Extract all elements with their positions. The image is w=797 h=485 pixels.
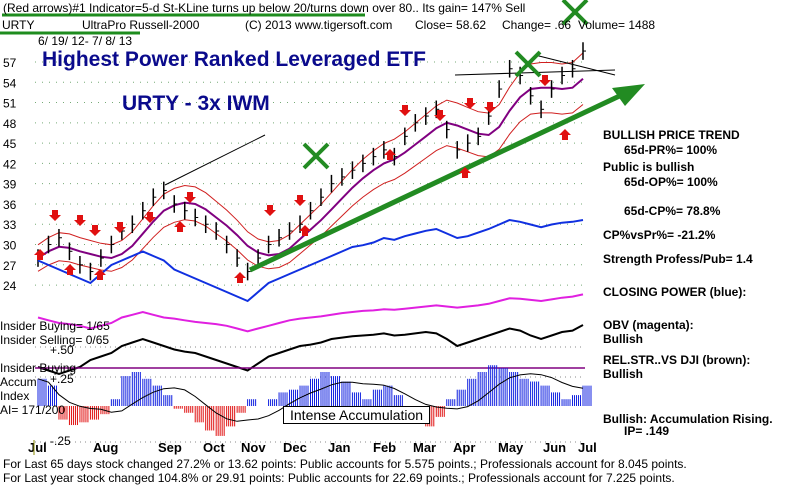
lower-band xyxy=(37,104,584,272)
red-down-arrow-icon xyxy=(74,215,86,226)
obv-status: Bullish xyxy=(603,332,644,346)
green-x-icon xyxy=(514,50,542,78)
resistance-line xyxy=(534,54,616,76)
closing-power-line xyxy=(37,218,584,303)
chart-subtitle: URTY - 3x IWM xyxy=(122,92,270,115)
intense-accumulation-label: Intense Accumulation xyxy=(283,406,431,424)
red-up-arrow-icon xyxy=(384,149,396,160)
axis-minus25: -.25 xyxy=(50,434,71,448)
volume-value: Volume= 1488 xyxy=(578,18,656,32)
axis-plus25: +.25 xyxy=(50,372,74,386)
red-up-arrow-icon xyxy=(174,221,186,232)
pr-pct: 65d-PR%= 100% xyxy=(624,143,718,157)
security-name: UltraPro Russell-2000 xyxy=(82,18,200,32)
relstr-label: REL.STR..VS DJI (brown): xyxy=(603,353,751,367)
x-tick-label: Aug xyxy=(93,440,118,455)
insider-buying-2: Insider Buying xyxy=(0,361,77,375)
red-up-arrow-icon xyxy=(64,264,76,275)
x-tick-label: Sep xyxy=(158,440,182,455)
footer-65day: For Last 65 days stock changed 27.2% or … xyxy=(3,457,687,471)
accum-status: Bullish: Accumulation Rising. xyxy=(603,412,773,426)
strength-ratio: Strength Profess/Pub= 1.4 xyxy=(603,252,753,266)
x-tick-label: Jun xyxy=(543,440,566,455)
date-range: 6/ 19/ 12- 7/ 8/ 13 xyxy=(38,34,133,48)
closing-power-label: CLOSING POWER (blue): xyxy=(603,285,747,299)
green-x-icon xyxy=(561,0,589,26)
change-value: Change= .66 xyxy=(502,18,572,32)
y-tick-label: 54 xyxy=(3,76,17,90)
cp-vs-pr: CP%vsPr%= -21.2% xyxy=(603,228,716,242)
red-down-arrow-icon xyxy=(49,210,61,221)
y-tick-label: 57 xyxy=(3,56,17,70)
y-tick-label: 27 xyxy=(3,259,17,273)
green-x-icon xyxy=(302,142,330,170)
red-down-arrow-icon xyxy=(434,110,446,121)
copyright: (C) 2013 www.tigersoft.com xyxy=(245,18,393,32)
arrowhead-icon xyxy=(612,84,645,106)
y-tick-label: 36 xyxy=(3,198,17,212)
indicator-line: (Red arrows)#1 Indicator=5-d St-KLine tu… xyxy=(3,1,526,15)
close-value: Close= 58.62 xyxy=(415,18,487,32)
ip-value: IP= .149 xyxy=(624,424,670,438)
obv-line xyxy=(37,293,584,333)
red-down-arrow-icon xyxy=(294,195,306,206)
chart-title: Highest Power Ranked Leveraged ETF xyxy=(42,48,426,71)
red-down-arrow-icon xyxy=(114,222,126,233)
relstr-status: Bullish xyxy=(603,367,644,381)
y-tick-label: 48 xyxy=(3,117,17,131)
red-down-arrow-icon xyxy=(539,75,551,86)
x-tick-label: Mar xyxy=(413,440,436,455)
green-uptrend-line xyxy=(248,89,630,273)
red-up-arrow-icon xyxy=(34,249,46,260)
red-up-arrow-icon xyxy=(559,129,571,140)
red-down-arrow-icon xyxy=(264,205,276,216)
red-down-arrow-icon xyxy=(464,98,476,109)
trend-label: BULLISH PRICE TREND xyxy=(603,128,740,142)
y-tick-label: 45 xyxy=(3,137,17,151)
footer-year: For Last year stock changed 104.8% or 29… xyxy=(3,471,675,485)
op-pct: 65d-OP%= 100% xyxy=(624,175,718,189)
insider-selling: Insider Selling= 0/65 xyxy=(0,333,110,347)
red-down-arrow-icon xyxy=(89,225,101,236)
resistance-line xyxy=(164,134,266,186)
ai-value: AI= 171/200 xyxy=(0,403,66,417)
x-tick-label: Feb xyxy=(373,440,396,455)
axis-plus50: +.50 xyxy=(50,343,74,357)
x-tick-label: Apr xyxy=(453,440,475,455)
index-label: Index xyxy=(0,389,30,403)
red-up-arrow-icon xyxy=(234,272,246,283)
y-tick-label: 51 xyxy=(3,97,17,111)
cp-pct: 65d-CP%= 78.8% xyxy=(624,204,721,218)
red-down-arrow-icon xyxy=(184,192,196,203)
red-up-arrow-icon xyxy=(459,167,471,178)
symbol: URTY xyxy=(2,18,35,32)
accum-ma-line xyxy=(37,373,584,422)
red-up-arrow-icon xyxy=(94,269,106,280)
public-label: Public is bullish xyxy=(603,160,695,174)
x-tick-label: Jan xyxy=(328,440,350,455)
red-down-arrow-icon xyxy=(484,102,496,113)
y-tick-label: 33 xyxy=(3,218,17,232)
x-tick-label: Jul xyxy=(578,440,597,455)
moving-average xyxy=(37,77,584,260)
rel-strength-line xyxy=(37,324,584,376)
x-tick-label: Dec xyxy=(283,440,307,455)
obv-label: OBV (magenta): xyxy=(603,318,694,332)
x-tick-label: Oct xyxy=(203,440,225,455)
insider-buying: Insider Buying= 1/65 xyxy=(0,319,110,333)
accum-label: Accum xyxy=(0,375,37,389)
y-tick-label: 39 xyxy=(3,178,17,192)
red-down-arrow-icon xyxy=(399,105,411,116)
x-tick-label: May xyxy=(498,440,524,455)
red-down-arrow-icon xyxy=(144,212,156,223)
x-tick-label: Jul xyxy=(28,440,47,455)
y-tick-label: 30 xyxy=(3,239,17,253)
x-tick-label: Nov xyxy=(241,440,266,455)
y-tick-label: 24 xyxy=(3,279,17,293)
y-tick-label: 42 xyxy=(3,157,17,171)
red-up-arrow-icon xyxy=(299,225,311,236)
